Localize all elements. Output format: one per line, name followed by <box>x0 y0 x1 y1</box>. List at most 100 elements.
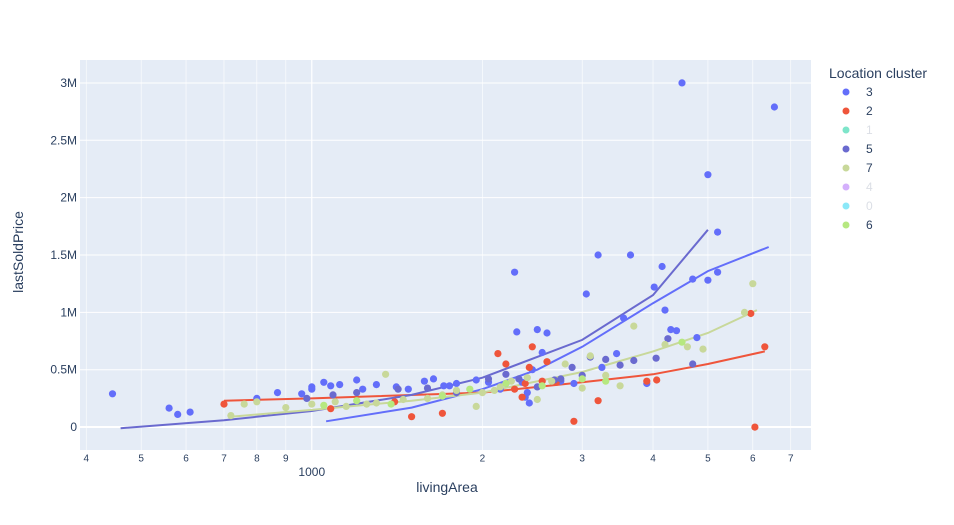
y-tick-label: 0.5M <box>50 363 77 377</box>
point-cluster-7 <box>227 412 235 420</box>
point-cluster-3 <box>513 328 521 336</box>
point-cluster-3 <box>714 228 722 236</box>
legend-item-cluster-7[interactable]: 7 <box>842 161 874 175</box>
point-cluster-3 <box>570 379 578 388</box>
point-cluster-3 <box>327 382 335 390</box>
y-tick-label: 0 <box>70 420 77 434</box>
point-cluster-3 <box>689 275 697 283</box>
point-cluster-3 <box>523 389 531 397</box>
legend-item-cluster-5[interactable]: 5 <box>842 142 874 156</box>
point-cluster-7 <box>699 345 707 353</box>
point-cluster-2 <box>521 379 529 388</box>
legend-item-cluster-6[interactable]: 6 <box>842 218 874 232</box>
point-cluster-5 <box>502 370 510 378</box>
point-cluster-3 <box>658 262 666 271</box>
legend-item-cluster-0[interactable]: 0 <box>842 199 874 213</box>
point-cluster-3 <box>336 381 344 389</box>
point-cluster-5 <box>394 385 402 393</box>
legend-label: 1 <box>866 123 873 137</box>
legend-marker <box>842 145 850 153</box>
point-cluster-7 <box>630 322 638 330</box>
legend-marker <box>842 202 850 210</box>
point-cluster-5 <box>616 361 624 369</box>
x-minor-tick-label: 6 <box>750 453 756 464</box>
point-cluster-3 <box>661 306 669 314</box>
legend-item-cluster-3[interactable]: 3 <box>842 85 874 99</box>
point-cluster-6 <box>678 338 686 346</box>
point-cluster-6 <box>578 375 586 383</box>
x-minor-tick-label: 4 <box>83 453 89 464</box>
point-cluster-3 <box>626 251 635 259</box>
point-cluster-5 <box>329 391 337 399</box>
point-cluster-3 <box>108 390 117 398</box>
point-cluster-7 <box>490 386 498 394</box>
x-tick-label: 1000 <box>298 465 325 479</box>
point-cluster-5 <box>652 354 660 362</box>
point-cluster-2 <box>518 393 526 401</box>
point-cluster-3 <box>543 329 551 337</box>
point-cluster-5 <box>630 356 638 365</box>
point-cluster-5 <box>303 394 311 402</box>
point-cluster-7 <box>586 352 594 360</box>
x-minor-tick-label: 6 <box>183 453 189 464</box>
legend-label: 5 <box>866 142 873 156</box>
point-cluster-6 <box>466 385 474 393</box>
legend-label: 3 <box>866 85 873 99</box>
point-cluster-2 <box>528 343 536 351</box>
legend-marker <box>842 126 850 134</box>
legend-marker <box>842 183 850 191</box>
data-points <box>108 79 779 431</box>
point-cluster-3 <box>533 326 541 334</box>
point-cluster-3 <box>353 376 361 384</box>
point-cluster-6 <box>438 392 446 400</box>
point-cluster-7 <box>602 371 610 379</box>
point-cluster-7 <box>661 340 669 349</box>
point-cluster-5 <box>689 360 697 368</box>
point-cluster-6 <box>353 397 361 405</box>
point-cluster-6 <box>387 400 395 408</box>
point-cluster-7 <box>423 394 432 402</box>
point-cluster-3 <box>620 314 628 322</box>
x-minor-tick-label: 8 <box>254 453 260 464</box>
point-cluster-3 <box>650 283 658 291</box>
point-cluster-7 <box>616 382 624 390</box>
point-cluster-3 <box>429 375 438 383</box>
legend-title: Location cluster <box>829 65 927 81</box>
point-cluster-3 <box>538 348 546 357</box>
point-cluster-3 <box>678 79 686 87</box>
point-cluster-7 <box>472 402 480 410</box>
point-cluster-2 <box>570 417 578 425</box>
point-cluster-7 <box>372 399 380 407</box>
legend-item-cluster-4[interactable]: 4 <box>842 180 874 194</box>
point-cluster-3 <box>704 171 712 179</box>
point-cluster-7 <box>749 280 757 288</box>
point-cluster-5 <box>602 355 610 363</box>
x-minor-tick-label: 7 <box>788 453 794 464</box>
point-cluster-2 <box>525 363 533 371</box>
point-cluster-2 <box>751 423 759 431</box>
point-cluster-3 <box>525 399 533 407</box>
point-cluster-3 <box>320 378 328 386</box>
legend-marker <box>842 88 850 96</box>
point-cluster-2 <box>543 358 551 366</box>
point-cluster-2 <box>510 385 519 393</box>
legend[interactable]: 3 2 1 5 7 4 0 6 <box>842 85 874 232</box>
x-axis-ticks: 4 5 6 7 8 9 2 3 4 5 6 7 1000 <box>83 453 794 478</box>
point-cluster-7 <box>561 360 569 368</box>
legend-item-cluster-1[interactable]: 1 <box>842 123 874 137</box>
point-cluster-5 <box>515 375 523 383</box>
point-cluster-2 <box>438 409 446 417</box>
point-cluster-7 <box>399 395 407 404</box>
point-cluster-7 <box>523 374 531 382</box>
point-cluster-2 <box>761 343 769 351</box>
point-cluster-3 <box>582 290 590 298</box>
point-cluster-7 <box>533 395 541 404</box>
point-cluster-7 <box>683 343 692 351</box>
legend-label: 2 <box>866 104 873 118</box>
point-cluster-7 <box>282 404 290 412</box>
y-tick-label: 2.5M <box>50 133 77 147</box>
point-cluster-3 <box>594 251 602 259</box>
legend-label: 6 <box>866 218 873 232</box>
x-minor-tick-label: 9 <box>283 453 289 464</box>
legend-item-cluster-2[interactable]: 2 <box>842 104 874 118</box>
